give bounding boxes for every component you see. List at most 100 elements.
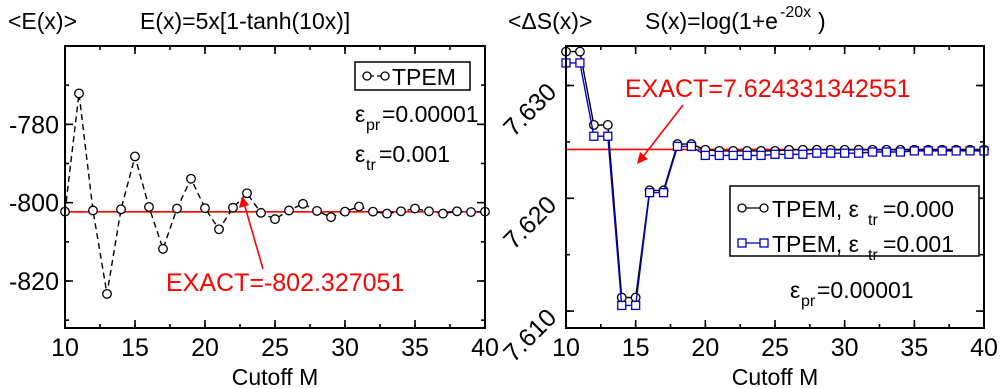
y-tick-label: -800	[9, 190, 59, 218]
data-point	[672, 141, 683, 152]
data-point	[466, 207, 476, 218]
data-point	[756, 150, 766, 161]
left-series	[60, 88, 490, 299]
data-point	[298, 198, 308, 209]
data-point	[714, 150, 724, 161]
legend-marker	[759, 238, 769, 248]
data-point	[424, 206, 434, 217]
data-point	[700, 150, 710, 161]
left-legend-label: TPEM	[392, 64, 456, 90]
left-legend-marker	[380, 71, 390, 81]
left-legend: TPEM	[354, 61, 471, 91]
data-point	[438, 208, 448, 219]
right-exact-arrow	[637, 104, 684, 164]
left-epsilon-pr: ε pr =0.00001	[355, 101, 479, 134]
data-point	[354, 201, 364, 212]
data-point	[452, 206, 462, 217]
data-point	[937, 146, 947, 156]
y-tick-label: 7.620	[498, 191, 562, 255]
data-point	[200, 203, 210, 214]
data-point	[214, 224, 224, 235]
left-xlabel: Cutoff M	[232, 364, 319, 389]
data-point	[410, 203, 420, 214]
data-point	[798, 149, 808, 159]
legend-label: TPEM, ε	[772, 196, 859, 222]
left-exact-arrow	[239, 196, 264, 270]
data-point	[88, 205, 98, 216]
epsilon-symbol: ε	[355, 101, 365, 127]
x-tick-label: 40	[970, 334, 998, 362]
epsilon-value: =0.00001	[817, 277, 914, 303]
x-tick-label: 40	[471, 334, 499, 362]
data-point	[909, 146, 919, 156]
right-legend: TPEM, ε tr =0.000 TPEM, ε tr =0.001	[729, 185, 980, 264]
data-point	[686, 141, 697, 152]
epsilon-subscript: tr	[366, 157, 376, 174]
data-point	[574, 46, 585, 57]
data-point	[812, 148, 822, 158]
data-point	[186, 173, 196, 184]
data-point	[923, 146, 933, 156]
data-point	[172, 203, 182, 214]
left-chart: <E(x)> E(x)=5x[1-tanh(10x)] 10 15 20 25 30 35…	[8, 8, 499, 389]
left-exact-label: EXACT=-802.327051	[166, 269, 404, 297]
left-legend-marker	[362, 71, 372, 81]
x-tick-label: 10	[51, 334, 79, 362]
data-point	[130, 151, 140, 162]
right-xlabel: Cutoff M	[732, 364, 819, 389]
data-point	[326, 212, 336, 223]
epsilon-value: =0.00001	[382, 101, 479, 127]
x-tick-label: 20	[691, 334, 719, 362]
data-point	[382, 208, 392, 219]
x-tick-label: 35	[401, 334, 429, 362]
x-tick-label: 15	[622, 334, 650, 362]
right-chart: <ΔS(x)> S(x)=log(1+e -20x ) 10 15 20 25 30 35…	[498, 4, 998, 389]
x-tick-label: 35	[900, 334, 928, 362]
data-point	[575, 58, 585, 68]
left-epsilon-tr: ε tr =0.001	[355, 141, 450, 174]
data-point	[312, 205, 322, 216]
data-point	[631, 300, 641, 311]
x-tick-label: 20	[191, 334, 219, 362]
data-point	[603, 131, 613, 141]
epsilon-subscript: pr	[801, 293, 816, 310]
right-legend-entry: TPEM, ε tr =0.001	[737, 231, 954, 264]
left-ticks: 10 15 20 25 30 35 40 -780 -800 -820	[9, 45, 499, 362]
data-point	[644, 187, 655, 198]
data-point	[658, 187, 669, 198]
data-point	[158, 243, 168, 254]
left-ylabel: <E(x)>	[8, 8, 77, 34]
epsilon-symbol: ε	[355, 141, 365, 167]
right-exact-label: EXACT=7.624331342551	[625, 75, 911, 103]
data-point	[116, 204, 126, 215]
x-tick-label: 25	[261, 334, 289, 362]
left-legend-box	[354, 61, 471, 91]
data-point	[74, 88, 84, 99]
legend-value: =0.000	[883, 196, 954, 222]
data-point	[770, 149, 780, 159]
legend-marker	[759, 203, 769, 213]
right-plot-frame	[565, 45, 985, 329]
legend-subscript: tr	[868, 247, 878, 264]
x-tick-label: 25	[761, 334, 789, 362]
x-tick-label: 10	[552, 334, 580, 362]
epsilon-symbol: ε	[790, 277, 800, 303]
data-point	[396, 206, 406, 217]
legend-marker	[737, 238, 747, 248]
right-title: S(x)=log(1+e -20x )	[645, 4, 826, 34]
data-point	[840, 148, 850, 158]
y-tick-label: -780	[9, 111, 59, 139]
data-point	[784, 149, 794, 159]
left-plot-frame	[64, 45, 486, 329]
epsilon-subscript: pr	[366, 117, 381, 134]
data-point	[742, 150, 752, 161]
right-ylabel: <ΔS(x)>	[508, 8, 592, 34]
data-point	[144, 202, 154, 212]
right-title-superscript: -20x	[780, 4, 811, 21]
legend-marker	[737, 203, 747, 213]
data-point	[270, 214, 280, 225]
arrow-shaft	[641, 104, 684, 159]
data-point	[589, 131, 599, 141]
x-tick-label: 30	[331, 334, 359, 362]
arrow-shaft	[243, 202, 264, 270]
